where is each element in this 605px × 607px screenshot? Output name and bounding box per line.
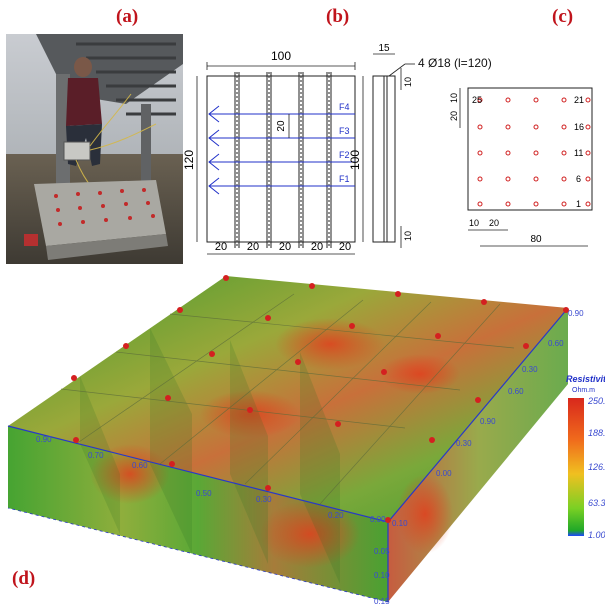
layer-f3: F3 <box>339 126 350 136</box>
dim-bottom-4: 20 <box>311 241 323 253</box>
axis-depth-2: 0.15 <box>374 597 390 606</box>
rebar-note: 4 Ø18 (l=120) <box>418 56 492 70</box>
dim-cover-bottom: 10 <box>403 231 413 241</box>
dim-section-width: 15 <box>378 43 390 54</box>
dim-bottom-2: 20 <box>247 241 259 253</box>
axis-depth-1: 0.10 <box>374 571 390 580</box>
legend-unit: Ohm.m <box>572 387 595 394</box>
legend-tick-188: 188. <box>588 428 605 438</box>
legend-tick-1: 1.00 <box>588 530 605 540</box>
axis-right-2: 0.30 <box>522 365 538 374</box>
panel-label-a: (a) <box>116 6 139 27</box>
axis-right-1: 0.60 <box>548 339 564 348</box>
panel-a-photo <box>6 34 183 264</box>
dim-c-total-width: 80 <box>530 234 542 245</box>
layer-f1: F1 <box>339 174 350 184</box>
axis-front-3: 0.50 <box>196 489 212 498</box>
dim-c-edge-left: 10 <box>469 218 479 228</box>
dim-section-height: 100 <box>348 150 362 170</box>
axis-right-3: 0.60 <box>508 387 524 396</box>
panel-label-b: (b) <box>326 6 350 27</box>
dim-c-edge-top: 10 <box>449 93 459 103</box>
electrode-6: 6 <box>576 174 581 184</box>
axis-right-5: 0.30 <box>456 439 472 448</box>
dim-bottom-5: 20 <box>339 241 351 253</box>
axis-front-6: 0.00 <box>370 515 386 524</box>
electrode-25: 25 <box>472 95 482 105</box>
panel-c-electrodes: 25 21 16 11 6 1 10 20 10 20 80 <box>449 87 593 247</box>
axis-front-2: 0.60 <box>132 461 148 470</box>
panel-label-d: (d) <box>12 568 36 589</box>
legend-title: Resistivit <box>566 374 605 384</box>
panel-label-c: (c) <box>552 6 574 27</box>
dim-bottom-1: 20 <box>215 241 227 253</box>
panel-d-resistivity-3d: 0.90 0.60 0.30 0.60 0.90 0.30 0.00 0.90 … <box>7 275 605 606</box>
electrode-21: 21 <box>574 95 584 105</box>
axis-front-7: 0.10 <box>392 519 408 528</box>
axis-front-5: 0.20 <box>328 511 344 520</box>
dim-left-height: 120 <box>183 150 196 170</box>
dim-c-spacing-bottom: 20 <box>489 218 499 228</box>
legend-tick-250: 250. <box>587 396 605 406</box>
axis-right-0: 0.90 <box>568 309 584 318</box>
layer-f2: F2 <box>339 150 350 160</box>
panel-b-drawing: 100 120 F4 F3 F2 F1 20 20 20 20 20 20 15… <box>183 43 415 255</box>
axis-right-6: 0.00 <box>436 469 452 478</box>
axis-front-0: 0.90 <box>36 435 52 444</box>
dim-top-width: 100 <box>271 49 291 63</box>
legend-tick-63: 63.3 <box>588 498 605 508</box>
dim-c-spacing-left: 20 <box>449 111 459 121</box>
legend-tick-126: 126. <box>588 462 605 472</box>
electrode-11: 11 <box>574 148 583 158</box>
axis-right-4: 0.90 <box>480 417 496 426</box>
layer-f4: F4 <box>339 102 350 112</box>
electrode-16: 16 <box>574 122 584 132</box>
axis-depth-0: 0.05 <box>374 547 390 556</box>
dim-spacing: 20 <box>276 120 287 132</box>
axis-front-1: 0.70 <box>88 451 104 460</box>
dim-bottom-3: 20 <box>279 241 291 253</box>
electrode-1: 1 <box>576 199 581 209</box>
axis-front-4: 0.30 <box>256 495 272 504</box>
dim-cover-top: 10 <box>403 77 413 87</box>
legend-colorbar <box>568 398 584 536</box>
